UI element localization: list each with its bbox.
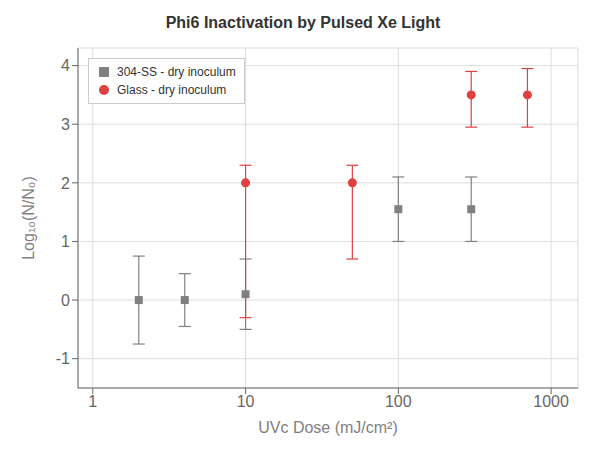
svg-text:1000: 1000 [533,393,569,410]
svg-text:10: 10 [237,393,255,410]
svg-text:4: 4 [61,57,70,74]
svg-text:-1: -1 [56,350,70,367]
svg-text:Log₁₀(N/N₀): Log₁₀(N/N₀) [20,176,37,260]
svg-text:2: 2 [61,175,70,192]
svg-text:1: 1 [61,233,70,250]
svg-text:UVc Dose (mJ/cm²): UVc Dose (mJ/cm²) [258,419,398,436]
svg-text:0: 0 [61,292,70,309]
svg-text:1: 1 [88,393,97,410]
svg-text:3: 3 [61,116,70,133]
svg-text:100: 100 [385,393,412,410]
html-text:Phi6 Inactivation by Pulsed Xe: Phi6 Inactivation by Pulsed Xe Light [165,14,441,31]
html-text:Glass - dry inoculum: Glass - dry inoculum [117,83,227,97]
html-text:304-SS - dry inoculum: 304-SS - dry inoculum [117,65,236,79]
